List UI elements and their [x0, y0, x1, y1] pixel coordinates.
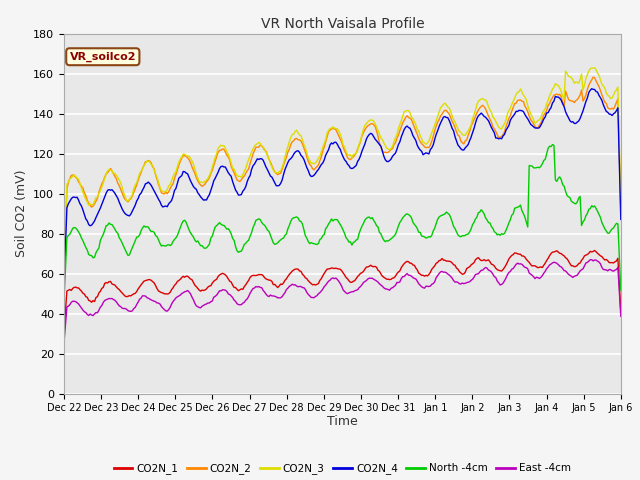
CO2N_3	[346, 152, 354, 157]
CO2N_3	[60, 267, 68, 273]
East -4cm	[614, 264, 621, 270]
CO2N_3	[617, 202, 625, 207]
Y-axis label: Soil CO2 (mV): Soil CO2 (mV)	[15, 170, 28, 257]
CO2N_1	[591, 248, 598, 253]
CO2N_4	[457, 146, 465, 152]
Line: CO2N_4: CO2N_4	[64, 89, 621, 285]
X-axis label: Time: Time	[327, 415, 358, 428]
CO2N_1	[617, 309, 625, 314]
CO2N_1	[346, 279, 354, 285]
Line: CO2N_1: CO2N_1	[64, 251, 621, 332]
CO2N_2	[457, 138, 465, 144]
North -4cm	[617, 288, 625, 293]
CO2N_1	[457, 270, 465, 276]
North -4cm	[79, 238, 87, 243]
CO2N_1	[97, 288, 104, 294]
CO2N_4	[60, 282, 68, 288]
CO2N_3	[79, 190, 87, 195]
East -4cm	[586, 257, 594, 263]
CO2N_2	[614, 96, 621, 102]
East -4cm	[617, 313, 625, 319]
East -4cm	[540, 270, 548, 276]
North -4cm	[457, 234, 465, 240]
CO2N_3	[614, 84, 621, 90]
East -4cm	[97, 304, 104, 310]
Line: North -4cm: North -4cm	[64, 144, 621, 301]
Text: VR_soilco2: VR_soilco2	[70, 51, 136, 62]
CO2N_2	[540, 112, 548, 118]
CO2N_4	[79, 207, 87, 213]
CO2N_1	[614, 255, 621, 261]
North -4cm	[346, 239, 354, 245]
CO2N_3	[97, 188, 104, 193]
CO2N_1	[60, 329, 68, 335]
CO2N_2	[346, 156, 354, 162]
CO2N_3	[591, 65, 598, 71]
North -4cm	[60, 298, 68, 304]
CO2N_2	[617, 208, 625, 214]
CO2N_1	[79, 290, 87, 296]
East -4cm	[79, 307, 87, 313]
CO2N_4	[614, 105, 621, 111]
East -4cm	[457, 281, 465, 287]
CO2N_1	[540, 263, 548, 268]
CO2N_4	[617, 216, 625, 222]
CO2N_2	[589, 74, 597, 80]
Title: VR North Vaisala Profile: VR North Vaisala Profile	[260, 17, 424, 31]
North -4cm	[540, 157, 548, 163]
Line: CO2N_3: CO2N_3	[64, 68, 621, 270]
CO2N_2	[60, 272, 68, 277]
CO2N_3	[540, 108, 548, 114]
North -4cm	[548, 142, 556, 147]
CO2N_4	[588, 86, 596, 92]
East -4cm	[60, 340, 68, 346]
North -4cm	[97, 238, 104, 243]
CO2N_4	[97, 205, 104, 211]
Line: East -4cm: East -4cm	[64, 260, 621, 343]
Line: CO2N_2: CO2N_2	[64, 77, 621, 275]
CO2N_2	[97, 185, 104, 191]
Legend: CO2N_1, CO2N_2, CO2N_3, CO2N_4, North -4cm, East -4cm: CO2N_1, CO2N_2, CO2N_3, CO2N_4, North -4…	[109, 459, 575, 479]
CO2N_2	[79, 185, 87, 191]
East -4cm	[346, 289, 354, 295]
North -4cm	[614, 221, 621, 227]
CO2N_4	[540, 116, 548, 122]
CO2N_4	[346, 165, 354, 171]
CO2N_3	[457, 130, 465, 135]
